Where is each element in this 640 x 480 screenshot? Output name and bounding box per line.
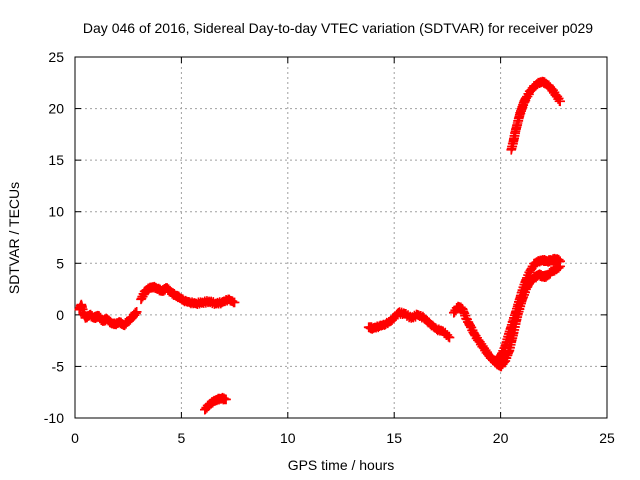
x-tick-label: 0 [71,430,79,446]
x-axis-label: GPS time / hours [288,457,395,473]
y-tick-label: 0 [56,307,64,323]
tick-layer: 0 5 10 15 20 25 -10 -5 0 5 10 15 20 25 [44,49,615,446]
x-tick-label: 20 [493,430,509,446]
y-tick-label: -5 [52,358,65,374]
data-points [74,76,565,415]
data-point-marker [221,394,231,405]
y-tick-label: 20 [48,101,64,117]
y-axis-label: SDTVAR / TECUs [6,182,22,294]
data-point-marker [229,297,240,308]
chart-title: Day 046 of 2016, Sidereal Day-to-day VTE… [83,20,593,36]
y-tick-label: 25 [48,49,64,65]
data-point-marker [444,332,455,343]
y-tick-label: 10 [48,204,64,220]
y-tick-label: 5 [56,255,64,271]
grid-layer [75,57,607,418]
x-tick-label: 10 [280,430,296,446]
x-tick-label: 15 [386,430,402,446]
x-tick-label: 5 [178,430,186,446]
x-tick-label: 25 [599,430,615,446]
data-point-marker [555,256,565,267]
data-point-marker [131,306,142,317]
y-tick-label: 15 [48,152,64,168]
data-point-marker [555,96,565,107]
plot-frame [74,56,608,419]
y-tick-label: -10 [44,410,64,426]
